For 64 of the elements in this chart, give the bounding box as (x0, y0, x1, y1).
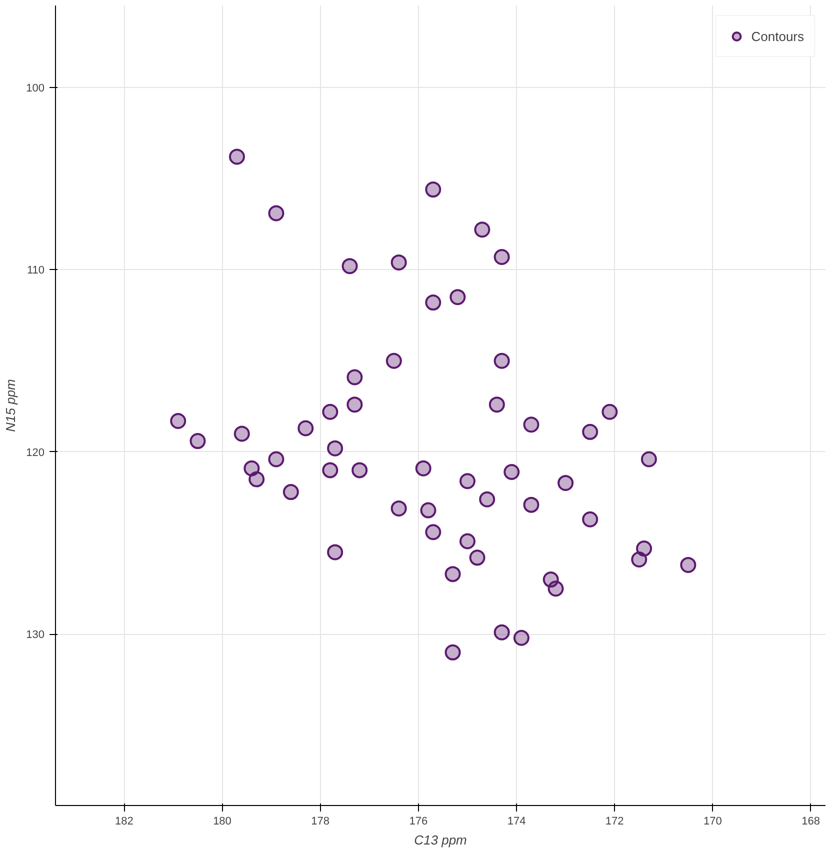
point (170, 413, 186, 429)
point (504, 464, 520, 480)
x-tick-label: 180 (213, 816, 232, 828)
point (459, 473, 476, 490)
point (558, 474, 574, 491)
point (425, 524, 442, 540)
x-tick-label: 176 (409, 816, 428, 828)
point (322, 462, 338, 478)
x-tick-label: 168 (802, 816, 820, 828)
point (494, 352, 510, 369)
point (425, 294, 442, 311)
point (190, 433, 206, 450)
point (640, 451, 657, 468)
x-tick-label: 178 (311, 816, 330, 828)
point (386, 352, 402, 369)
y-axis-title: N15 ppm (3, 378, 18, 432)
point (636, 540, 652, 557)
point (602, 404, 618, 420)
point (494, 624, 510, 640)
x-tick-label: 172 (605, 816, 624, 828)
point (415, 460, 432, 476)
point (479, 491, 496, 508)
point (444, 644, 461, 660)
point (523, 496, 540, 513)
point (327, 544, 344, 560)
point (513, 630, 530, 646)
point (346, 396, 363, 413)
point (425, 182, 442, 198)
point (444, 566, 461, 582)
point (327, 440, 344, 456)
y-tick-label: 110 (26, 264, 45, 277)
point (469, 550, 486, 566)
point (342, 258, 358, 274)
point (450, 289, 466, 306)
point (322, 404, 338, 420)
point (298, 420, 314, 436)
legend-label: Contours (751, 28, 804, 44)
point (234, 426, 250, 442)
point (390, 254, 407, 270)
y-tick-label: 130 (26, 629, 45, 642)
y-tick-label: 120 (26, 446, 45, 459)
point (268, 205, 284, 222)
point (420, 502, 436, 518)
point (248, 471, 265, 488)
point (488, 396, 505, 413)
x-axis-title: C13 ppm (414, 832, 468, 848)
x-tick-label: 174 (507, 816, 526, 828)
point (582, 511, 598, 528)
point (228, 148, 245, 165)
point (494, 248, 510, 265)
point (346, 369, 363, 386)
point (390, 500, 407, 516)
point (680, 556, 696, 573)
y-tick-label: 100 (26, 82, 45, 95)
x-tick-label: 170 (704, 816, 722, 828)
point (459, 533, 476, 550)
point (582, 424, 598, 440)
x-tick-label: 182 (114, 816, 134, 828)
point (282, 484, 299, 500)
point (523, 416, 540, 433)
point (548, 580, 564, 597)
point (474, 222, 490, 238)
point (352, 462, 368, 478)
point (268, 451, 284, 468)
